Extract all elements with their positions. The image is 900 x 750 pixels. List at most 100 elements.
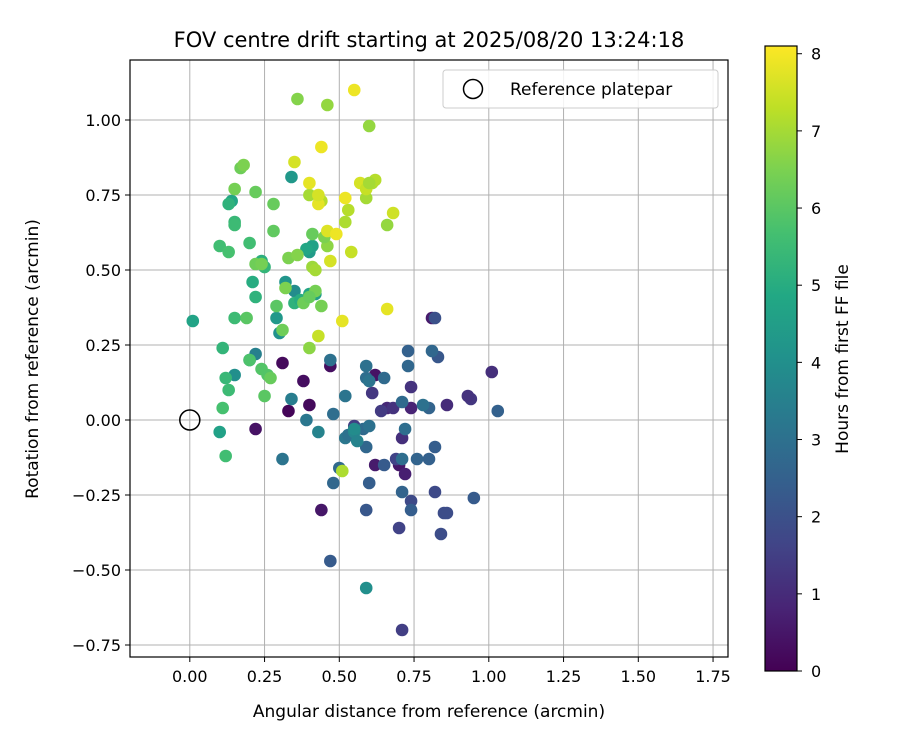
data-point: [341, 203, 355, 217]
data-point: [222, 245, 235, 259]
data-point: [377, 458, 391, 472]
data-point: [398, 422, 412, 436]
data-point: [404, 380, 418, 394]
y-tick-label: 0.00: [85, 411, 121, 430]
data-point: [282, 404, 295, 418]
data-point: [327, 407, 340, 421]
data-point: [359, 359, 373, 373]
y-tick-label: −0.25: [72, 486, 121, 505]
data-point: [404, 494, 418, 508]
data-point: [303, 176, 316, 190]
y-tick-label: 0.25: [85, 336, 121, 355]
data-point: [324, 254, 337, 268]
colorbar-tick-label: 3: [811, 431, 821, 450]
data-point: [264, 371, 277, 385]
data-point: [362, 476, 376, 490]
data-point: [428, 311, 442, 325]
x-tick-label: 1.50: [620, 667, 656, 686]
data-point: [395, 485, 409, 499]
data-point: [315, 503, 328, 517]
x-tick-label: 0.25: [247, 667, 283, 686]
data-point: [270, 299, 283, 313]
data-point: [276, 356, 289, 370]
data-point: [186, 314, 200, 328]
data-point: [422, 452, 436, 466]
data-point: [359, 581, 373, 595]
data-point: [267, 197, 280, 211]
data-point: [401, 344, 415, 358]
data-point: [288, 155, 301, 169]
y-axis-ticks: −0.75 −0.50 −0.25 0.00 0.25 0.50 0.75 1.00: [72, 111, 130, 655]
data-point: [300, 242, 313, 256]
colorbar-tick-label: 1: [811, 585, 821, 604]
colorbar-tick-label: 7: [811, 122, 821, 141]
data-point: [216, 341, 229, 355]
x-tick-label: 0.50: [321, 667, 357, 686]
data-point: [249, 290, 262, 304]
data-point: [219, 371, 232, 385]
data-point: [240, 311, 253, 325]
data-points: [186, 83, 505, 637]
data-point: [362, 176, 376, 190]
x-axis-ticks: 0.00 0.25 0.50 0.75 1.00 1.25 1.50 1.75: [172, 657, 731, 686]
data-point: [338, 191, 352, 205]
data-point: [249, 185, 262, 199]
data-point: [237, 158, 250, 172]
data-point: [374, 404, 388, 418]
data-point: [222, 197, 235, 211]
legend: Reference platepar: [442, 69, 719, 109]
data-point: [267, 224, 280, 238]
colorbar-gradient: [764, 45, 798, 672]
data-point: [359, 503, 373, 517]
data-point: [243, 236, 256, 250]
data-point: [359, 440, 373, 454]
colorbar-label: Hours from first FF file: [833, 264, 853, 454]
data-point: [306, 227, 319, 241]
legend-box: [442, 69, 719, 109]
data-point: [285, 392, 298, 406]
colorbar-ticks: 0 1 2 3 4 5 6 7 8: [797, 45, 821, 681]
data-point: [315, 299, 328, 313]
data-point: [485, 365, 499, 379]
data-point: [309, 263, 322, 277]
data-point: [386, 206, 400, 220]
data-point: [276, 452, 289, 466]
data-point: [467, 491, 481, 505]
data-point: [347, 422, 361, 436]
chart-title: FOV centre drift starting at 2025/08/20 …: [174, 28, 685, 52]
data-point: [216, 401, 229, 415]
data-point: [362, 119, 376, 133]
x-axis-label: Angular distance from reference (arcmin): [253, 702, 605, 722]
x-tick-label: 1.75: [695, 667, 731, 686]
data-point: [324, 353, 337, 367]
data-point: [386, 401, 400, 415]
data-point: [213, 425, 226, 439]
data-point: [312, 197, 325, 211]
colorbar-tick-label: 2: [811, 508, 821, 527]
legend-entry-reference-platepar: Reference platepar: [510, 80, 672, 100]
data-point: [249, 422, 262, 436]
data-point: [440, 398, 454, 412]
data-point: [246, 275, 259, 289]
data-point: [279, 281, 292, 295]
x-tick-label: 0.75: [396, 667, 432, 686]
data-point: [362, 374, 376, 388]
data-point: [440, 506, 454, 520]
data-point: [347, 83, 361, 97]
data-point: [416, 398, 430, 412]
data-point: [270, 311, 283, 325]
x-tick-label: 0.00: [172, 667, 208, 686]
data-point: [338, 215, 352, 229]
data-point: [368, 458, 382, 472]
data-point: [380, 218, 394, 232]
data-point: [324, 554, 337, 568]
x-tick-label: 1.00: [471, 667, 507, 686]
data-point: [255, 257, 268, 271]
data-point: [395, 623, 409, 637]
y-tick-label: 1.00: [85, 111, 121, 130]
data-point: [377, 371, 391, 385]
data-point: [219, 449, 232, 463]
data-point: [395, 395, 409, 409]
data-point: [297, 374, 310, 388]
